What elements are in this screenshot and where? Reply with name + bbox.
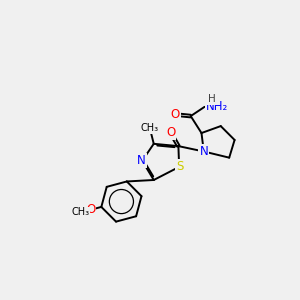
- Text: N: N: [200, 145, 208, 158]
- Text: S: S: [176, 160, 184, 173]
- Text: NH₂: NH₂: [206, 100, 228, 112]
- Text: O: O: [171, 108, 180, 121]
- Text: O: O: [86, 203, 95, 216]
- Text: O: O: [166, 126, 175, 139]
- Text: H: H: [208, 94, 215, 104]
- Text: CH₃: CH₃: [141, 123, 159, 133]
- Text: N: N: [137, 154, 146, 167]
- Text: CH₃: CH₃: [71, 207, 89, 217]
